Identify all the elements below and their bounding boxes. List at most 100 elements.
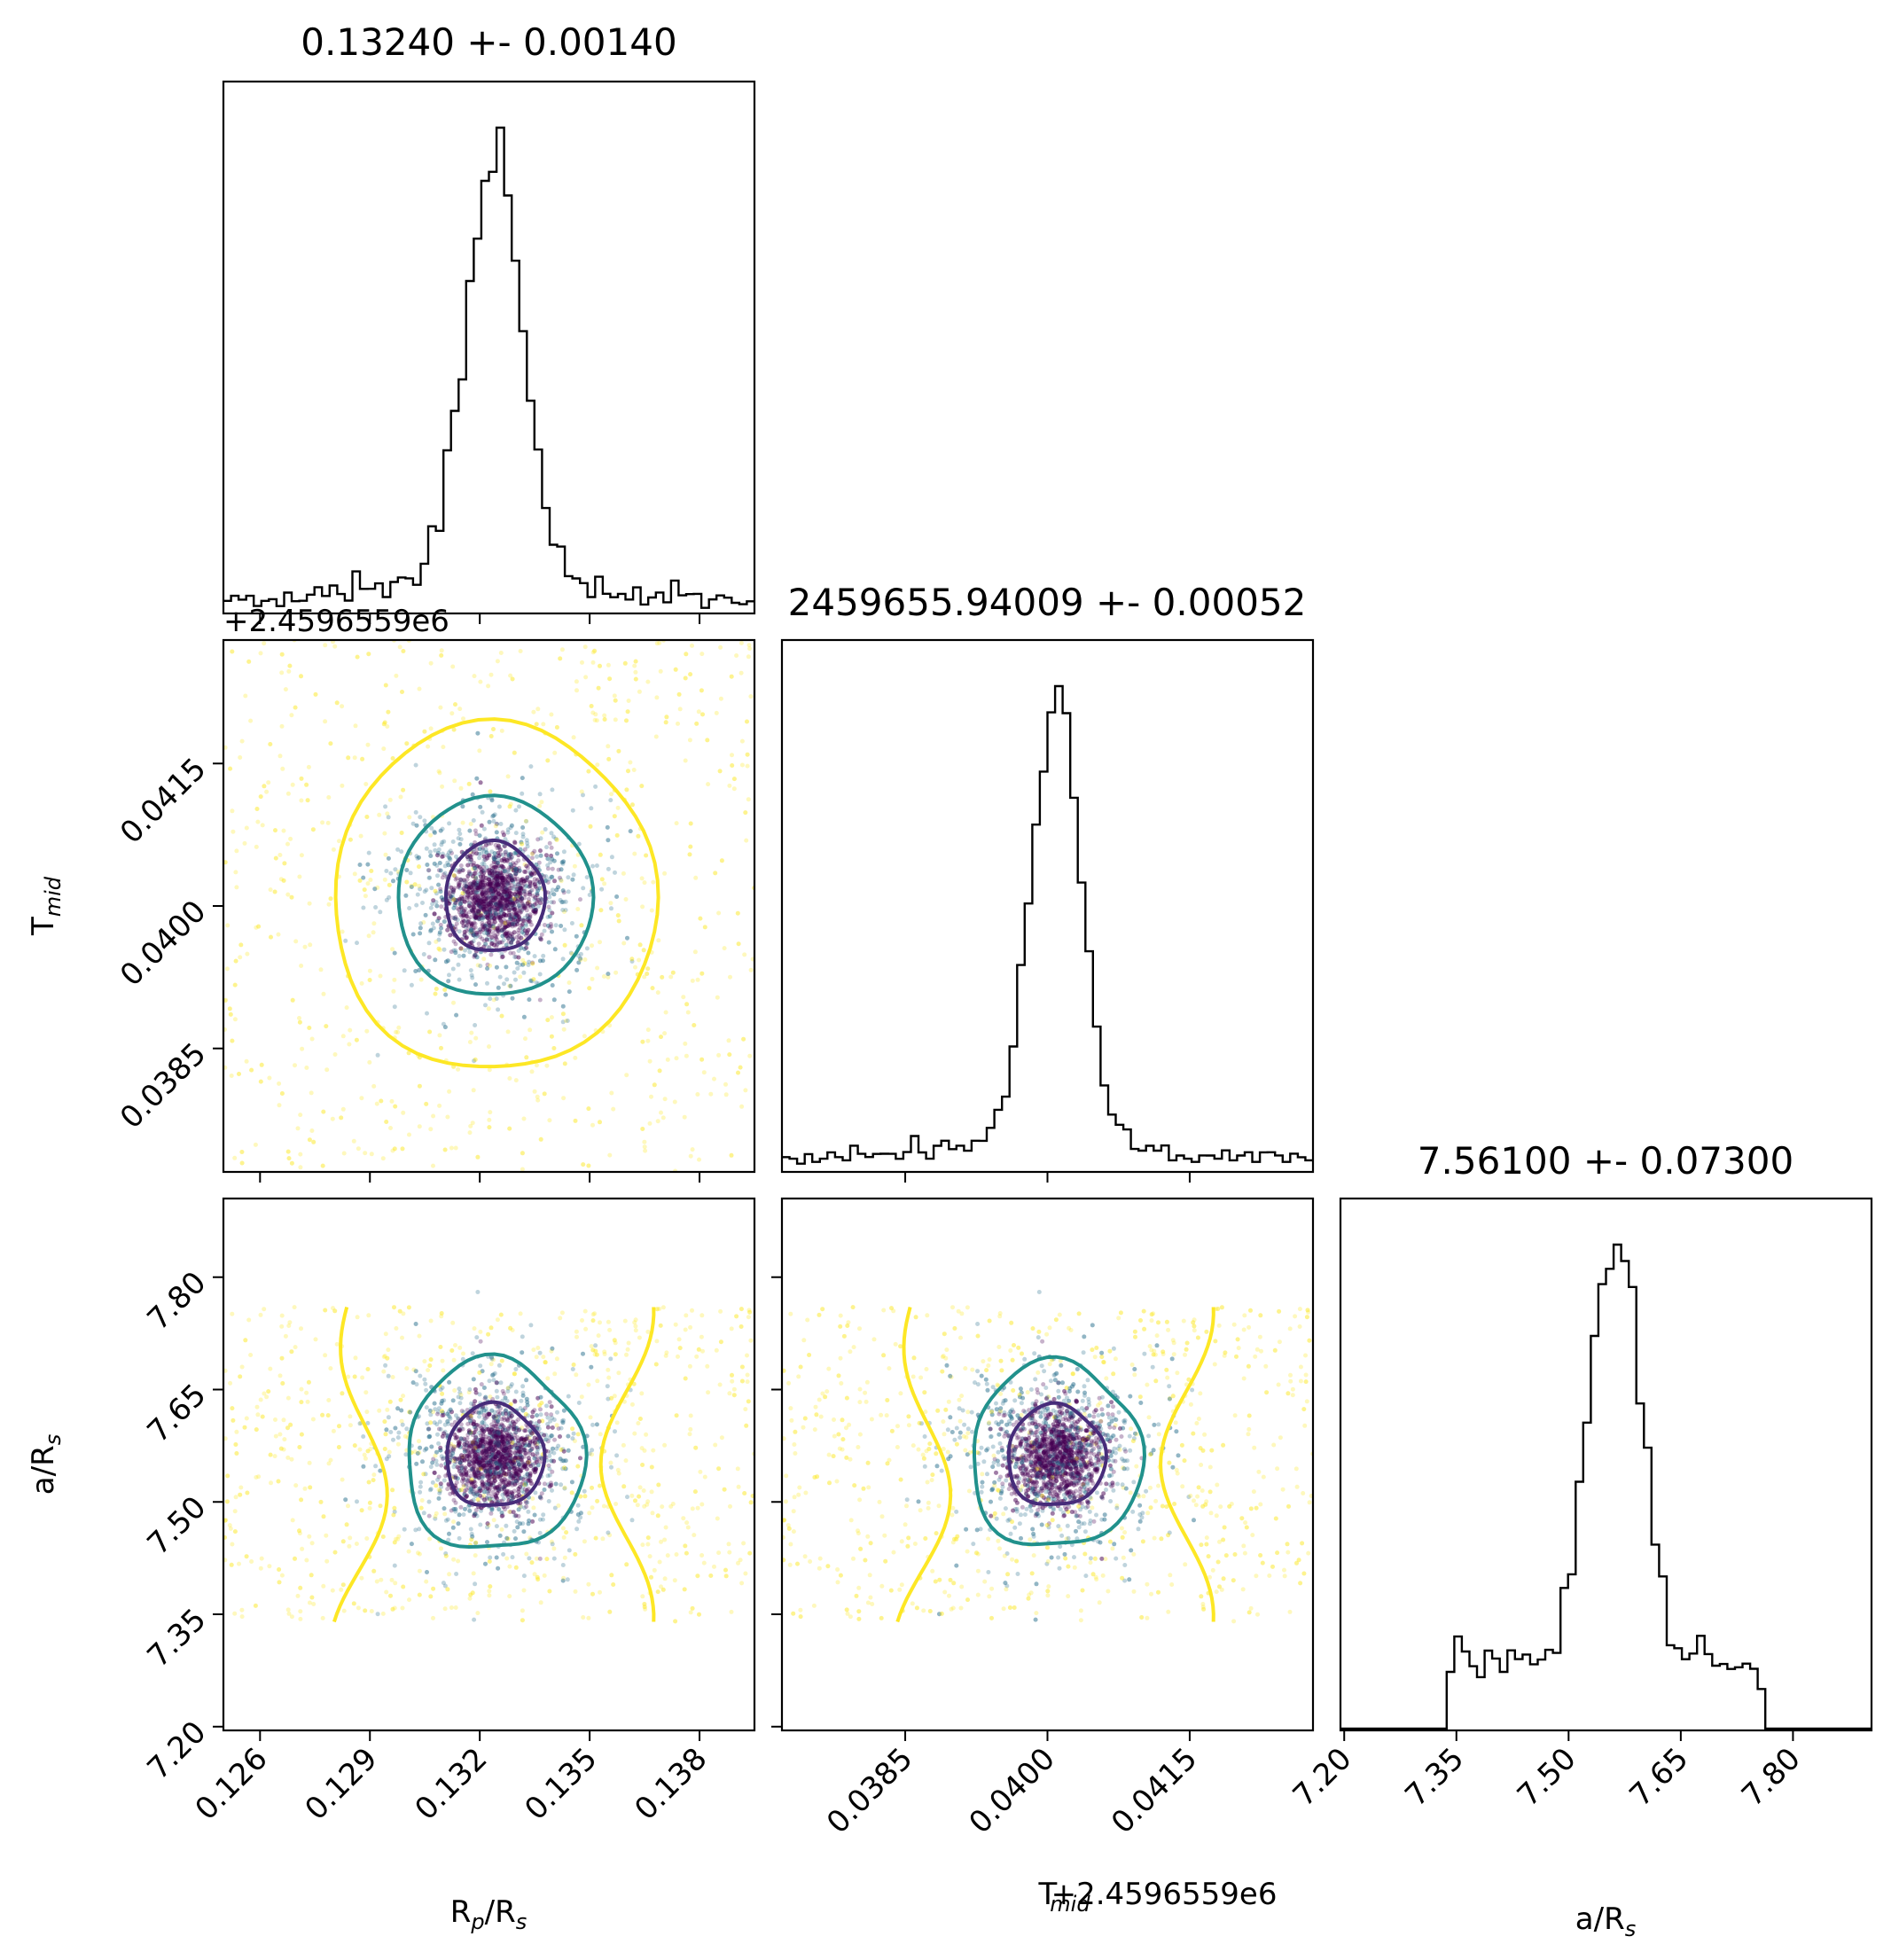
sample-point (484, 1453, 489, 1458)
sample-point (459, 947, 464, 951)
sample-point (512, 1424, 517, 1429)
sample-point (501, 926, 506, 932)
sample-point (483, 1446, 488, 1451)
sample-point (464, 912, 469, 918)
sample-point (453, 1343, 457, 1347)
sample-point (652, 1082, 657, 1088)
sample-point (534, 1466, 538, 1472)
sample-point (499, 893, 504, 897)
sample-point (615, 805, 621, 810)
sample-point (506, 910, 512, 916)
sample-point (428, 1127, 434, 1132)
sample-point (743, 1571, 748, 1576)
sample-point (440, 826, 445, 832)
sample-point (488, 1110, 493, 1115)
sample-point (481, 846, 486, 850)
sample-point (488, 881, 493, 886)
sample-point (505, 1029, 511, 1035)
sample-point (493, 864, 498, 870)
sample-point (488, 1472, 492, 1478)
sample-point (495, 881, 500, 886)
sample-point (434, 900, 439, 905)
sample-point (574, 679, 579, 684)
sample-point (644, 1432, 649, 1437)
sample-point (445, 1419, 450, 1424)
sample-point (273, 855, 278, 861)
sample-point (535, 1395, 541, 1401)
sample-point (558, 656, 563, 661)
sample-point (504, 1556, 510, 1561)
sample-point (509, 922, 514, 927)
sample-point (462, 890, 467, 895)
sample-point (492, 812, 497, 817)
sample-point (437, 932, 442, 937)
sample-point (504, 858, 510, 863)
sample-point (560, 1003, 566, 1009)
sample-point (435, 918, 441, 924)
sample-point (519, 878, 524, 883)
sample-point (473, 1386, 478, 1392)
sample-point (478, 1460, 483, 1465)
sample-point (297, 1016, 301, 1020)
sample-point (495, 846, 500, 850)
sample-point (535, 864, 541, 870)
sample-point (496, 941, 501, 946)
sample-point (462, 899, 467, 904)
sample-point (542, 1488, 547, 1492)
sample-point (476, 1471, 481, 1476)
sample-point (491, 855, 496, 861)
sample-point (488, 1325, 494, 1331)
sample-point (453, 900, 458, 905)
sample-point (386, 815, 391, 820)
sample-point (489, 903, 495, 909)
sample-point (475, 899, 481, 904)
sample-point (237, 1072, 241, 1076)
sample-point (473, 915, 479, 920)
sample-point (469, 890, 474, 895)
sample-point (516, 918, 520, 923)
sample-point (362, 887, 367, 893)
sample-point (490, 887, 496, 893)
sample-point (537, 958, 543, 964)
sample-point (286, 668, 292, 674)
sample-point (509, 864, 514, 870)
sample-point (496, 850, 501, 855)
sample-point (426, 1426, 431, 1432)
sample-point (438, 889, 443, 894)
sample-point (424, 887, 429, 893)
sample-point (430, 921, 435, 926)
sample-point (479, 878, 484, 882)
sample-point (233, 870, 238, 875)
sample-point (460, 804, 465, 809)
sample-point (516, 955, 521, 960)
sample-point (232, 982, 238, 988)
sample-point (462, 888, 467, 894)
sample-point (492, 851, 497, 856)
sample-point (243, 693, 248, 699)
sample-point (483, 904, 488, 910)
sample-point (474, 955, 480, 960)
sample-point (313, 691, 318, 697)
sample-point (551, 997, 557, 1003)
sample-point (433, 888, 438, 894)
sample-point (439, 1045, 443, 1050)
sample-point (496, 843, 501, 848)
sample-point (493, 899, 498, 904)
sample-point (445, 1114, 450, 1120)
sample-point (616, 748, 621, 754)
sample-point (392, 977, 397, 982)
sample-point (449, 711, 455, 716)
sample-point (373, 1464, 379, 1469)
sample-point (575, 953, 581, 958)
sample-point (474, 930, 480, 935)
sample-point (521, 931, 527, 936)
sample-point (414, 1461, 419, 1466)
sample-point (468, 822, 473, 826)
sample-point (417, 686, 422, 691)
sample-point (685, 1525, 691, 1530)
sample-point (225, 923, 231, 928)
sample-point (474, 930, 480, 935)
sample-point (537, 886, 543, 891)
sample-point (409, 982, 414, 988)
sample-point (511, 905, 515, 910)
